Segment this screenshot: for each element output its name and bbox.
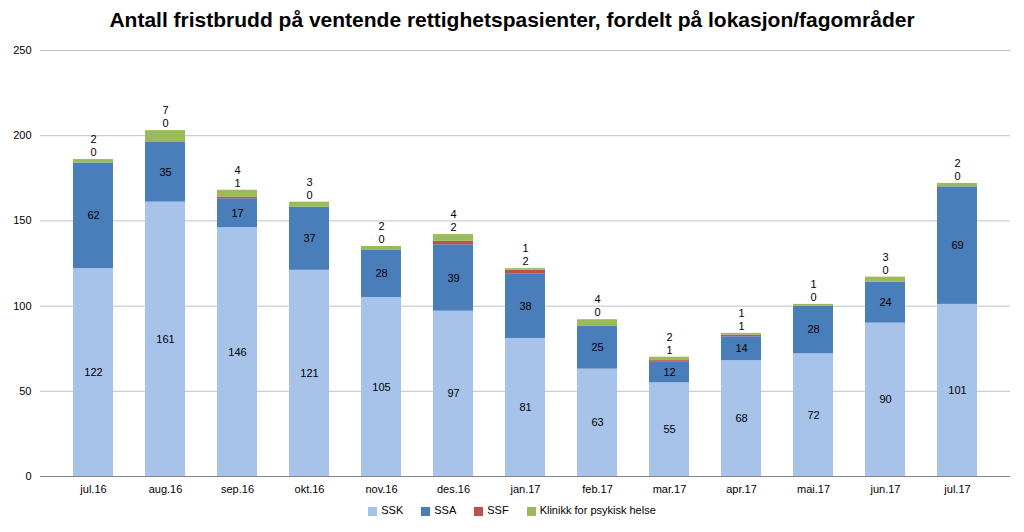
svg-text:apr.17: apr.17 [726,483,757,495]
svg-text:4: 4 [594,293,600,305]
svg-text:100: 100 [13,300,31,312]
svg-text:161: 161 [156,333,174,345]
html-text:Antall fristbrudd på ventende: Antall fristbrudd på ventende rettighets… [109,8,915,31]
svg-text:25: 25 [591,341,603,353]
svg-text:122: 122 [84,366,102,378]
svg-text:mar.17: mar.17 [653,483,687,495]
svg-text:2: 2 [90,133,96,145]
svg-text:68: 68 [735,412,747,424]
svg-text:69: 69 [951,239,963,251]
svg-text:jul.17: jul.17 [943,483,970,495]
html-text:SSF: SSF [487,504,509,516]
svg-text:4: 4 [450,208,456,220]
svg-text:62: 62 [87,209,99,221]
svg-text:jan.17: jan.17 [510,483,541,495]
html-text:Klinikk for psykisk helse: Klinikk for psykisk helse [539,504,656,516]
svg-text:72: 72 [807,409,819,421]
svg-text:2: 2 [954,157,960,169]
svg-text:sep.16: sep.16 [221,483,254,495]
svg-text:90: 90 [879,393,891,405]
svg-text:mai.17: mai.17 [797,483,830,495]
svg-text:50: 50 [19,385,31,397]
svg-text:0: 0 [810,291,816,303]
svg-text:jun.17: jun.17 [870,483,901,495]
svg-text:14: 14 [735,342,747,354]
svg-text:0: 0 [90,146,96,158]
svg-text:250: 250 [13,44,31,56]
svg-text:105: 105 [372,381,390,393]
svg-text:0: 0 [25,470,31,482]
svg-text:aug.16: aug.16 [149,483,183,495]
svg-text:63: 63 [591,416,603,428]
svg-text:28: 28 [375,267,387,279]
svg-text:2: 2 [666,331,672,343]
svg-text:1: 1 [522,242,528,254]
svg-text:2: 2 [522,255,528,267]
svg-text:jul.16: jul.16 [79,483,106,495]
svg-text:17: 17 [231,207,243,219]
svg-text:0: 0 [306,189,312,201]
svg-text:okt.16: okt.16 [295,483,325,495]
html-text:SSK: SSK [381,504,404,516]
svg-text:2: 2 [450,221,456,233]
svg-text:37: 37 [303,232,315,244]
svg-text:3: 3 [306,176,312,188]
svg-text:0: 0 [594,306,600,318]
svg-text:0: 0 [954,170,960,182]
html-text:SSA: SSA [434,504,457,516]
svg-text:39: 39 [447,272,459,284]
svg-text:0: 0 [882,264,888,276]
svg-text:121: 121 [300,367,318,379]
svg-text:12: 12 [663,366,675,378]
svg-text:146: 146 [228,346,246,358]
svg-text:28: 28 [807,323,819,335]
svg-text:7: 7 [162,104,168,116]
svg-text:des.16: des.16 [437,483,470,495]
svg-text:nov.16: nov.16 [365,483,397,495]
svg-text:1: 1 [738,320,744,332]
svg-text:101: 101 [948,384,966,396]
svg-text:1: 1 [666,344,672,356]
svg-text:55: 55 [663,423,675,435]
svg-text:35: 35 [159,166,171,178]
svg-text:38: 38 [519,300,531,312]
svg-text:97: 97 [447,387,459,399]
svg-text:1: 1 [234,177,240,189]
svg-text:200: 200 [13,129,31,141]
svg-text:1: 1 [738,307,744,319]
svg-text:150: 150 [13,214,31,226]
svg-text:81: 81 [519,401,531,413]
svg-text:24: 24 [879,296,891,308]
svg-text:1: 1 [810,278,816,290]
svg-text:0: 0 [378,233,384,245]
svg-text:3: 3 [882,251,888,263]
svg-text:0: 0 [162,117,168,129]
svg-text:feb.17: feb.17 [582,483,613,495]
svg-text:2: 2 [378,220,384,232]
svg-text:4: 4 [234,164,240,176]
